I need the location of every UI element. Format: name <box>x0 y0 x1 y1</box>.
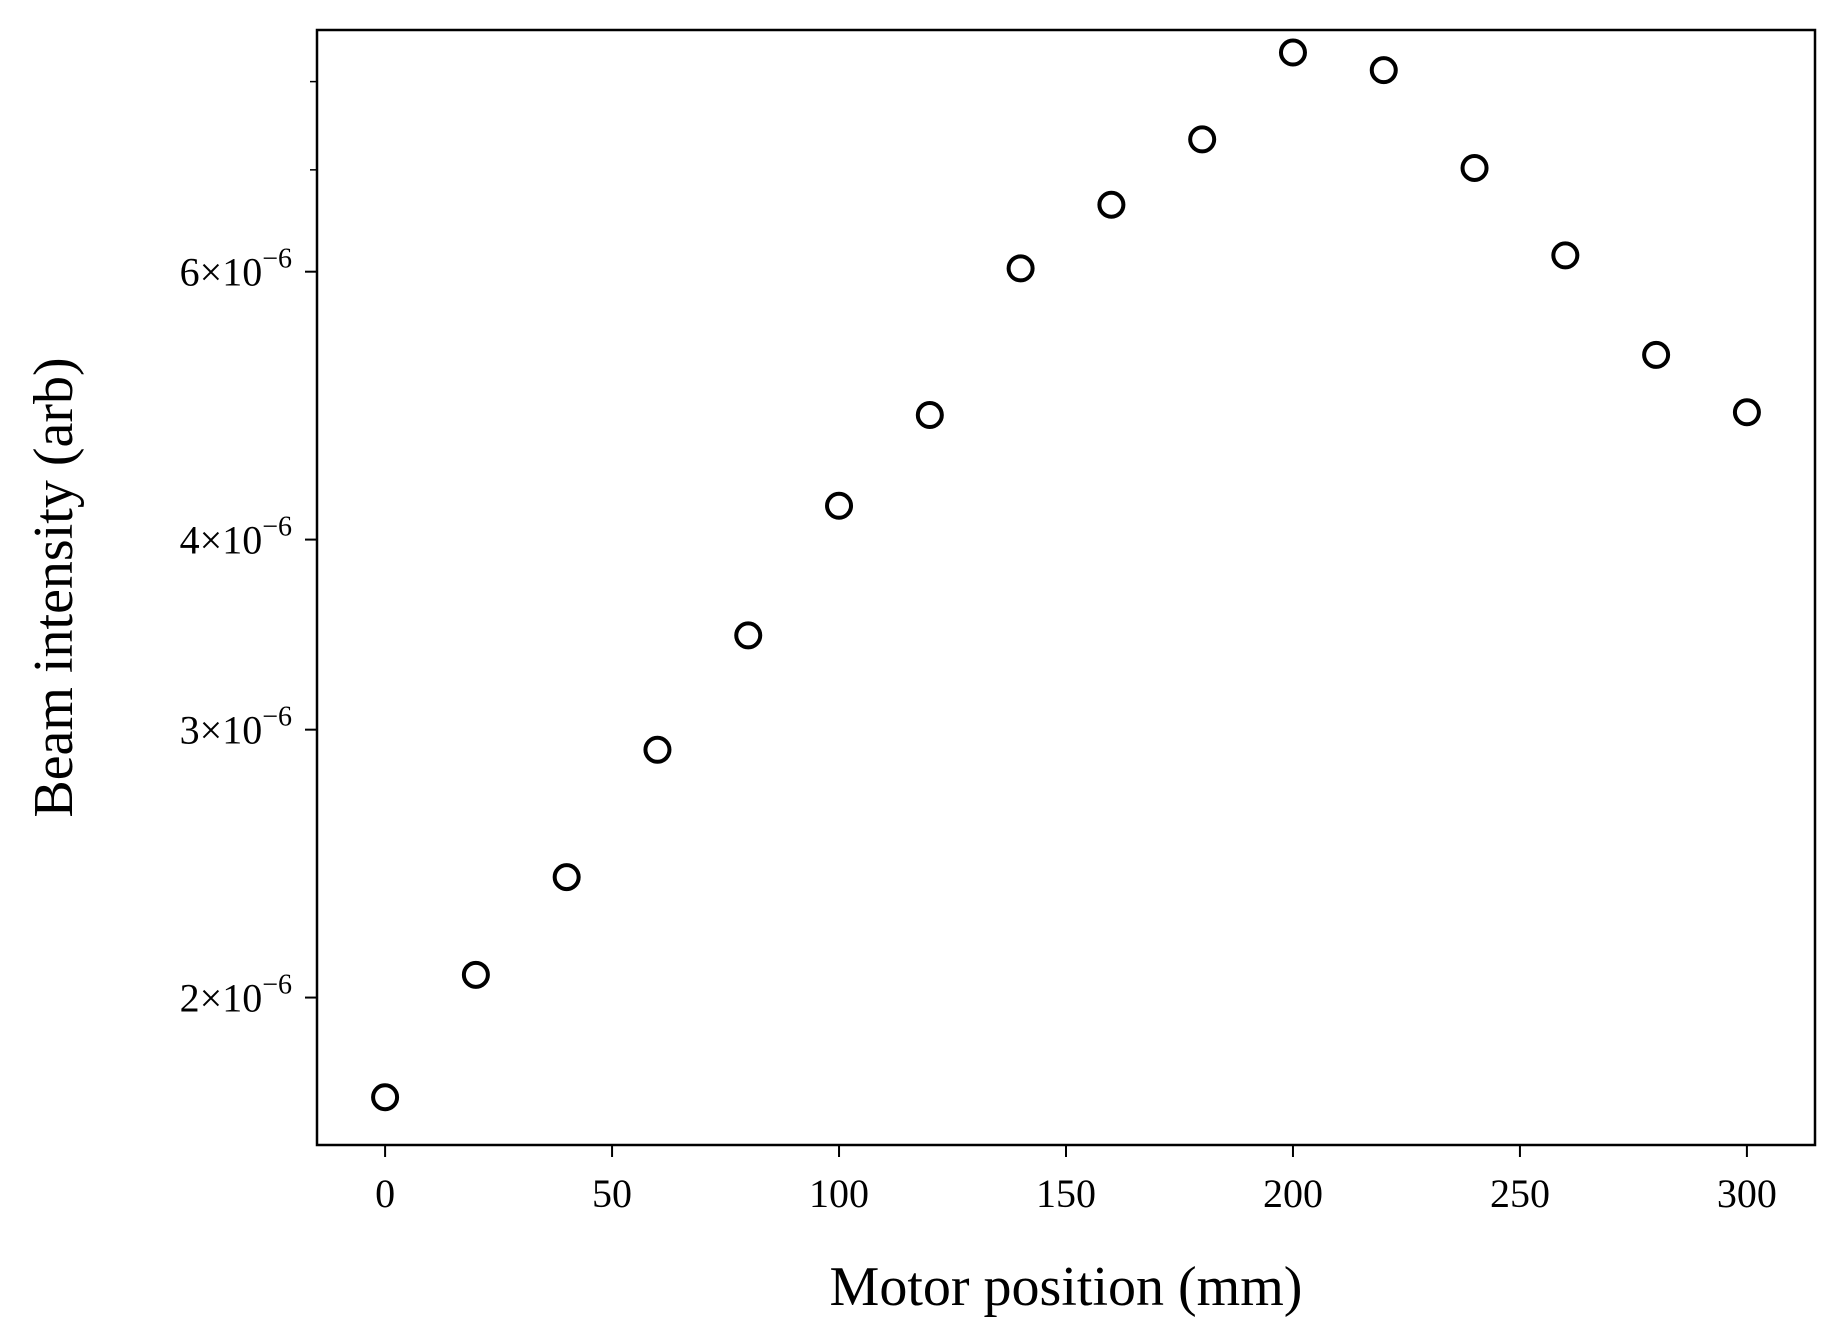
y-tick-label: 6×10−6 <box>180 244 292 295</box>
data-point <box>915 401 944 430</box>
y-axis-label: Beam intensity (arb) <box>23 357 85 817</box>
y-tick-label: 3×10−6 <box>180 702 292 753</box>
data-point <box>1732 398 1761 427</box>
data-point <box>1369 56 1398 85</box>
x-tick-label: 0 <box>375 1171 395 1216</box>
x-tick-label: 200 <box>1263 1171 1323 1216</box>
data-point <box>1097 190 1126 219</box>
y-axis: 2×10−6 3×10−6 4×10−6 6×10−6 <box>180 80 317 1021</box>
data-point <box>734 621 763 650</box>
data-point <box>1188 125 1217 154</box>
data-point <box>461 960 490 989</box>
x-tick-label: 100 <box>809 1171 869 1216</box>
x-tick-label: 300 <box>1717 1171 1777 1216</box>
x-tick-label: 50 <box>592 1171 632 1216</box>
x-tick-label: 150 <box>1036 1171 1096 1216</box>
data-points <box>371 38 1761 1112</box>
data-point <box>1278 38 1307 67</box>
data-point <box>552 863 581 892</box>
data-point <box>1460 153 1489 182</box>
x-axis-label: Motor position (mm) <box>830 1256 1303 1318</box>
y-tick-label: 2×10−6 <box>180 970 292 1021</box>
x-tick-label: 250 <box>1490 1171 1550 1216</box>
data-point <box>371 1083 400 1112</box>
data-point <box>1006 254 1035 283</box>
data-point <box>643 735 672 764</box>
data-point <box>825 491 854 520</box>
data-point <box>1642 340 1671 369</box>
data-point <box>1551 241 1580 270</box>
x-axis: 0 50 100 150 200 250 300 <box>375 1145 1777 1216</box>
y-tick-label: 4×10−6 <box>180 512 292 563</box>
